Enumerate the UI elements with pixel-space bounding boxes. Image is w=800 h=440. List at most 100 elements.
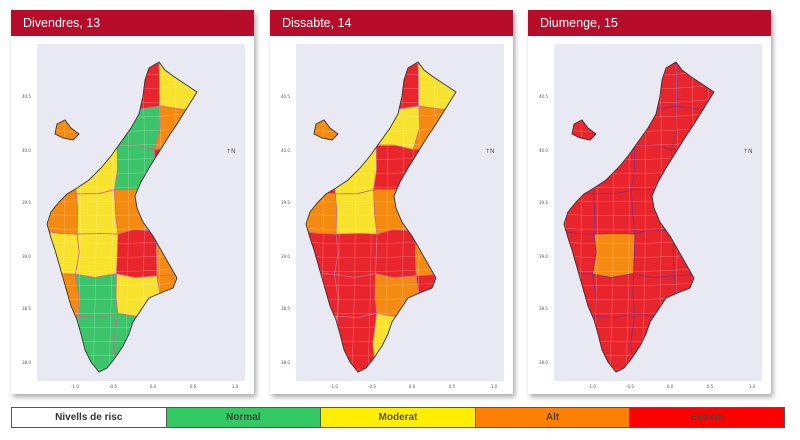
risk-zone — [675, 62, 714, 110]
y-tick-label: 40.5 — [281, 94, 290, 99]
y-tick-label: 39.0 — [22, 254, 31, 259]
risk-zone — [75, 189, 119, 235]
risk-zone — [670, 147, 714, 194]
region-map-sunday — [563, 61, 715, 373]
y-tick-label: 38.5 — [539, 306, 548, 311]
north-arrow-icon: ↑N — [743, 148, 753, 155]
risk-zone — [412, 147, 456, 194]
coast-outline — [563, 61, 715, 373]
y-tick-label: 38.0 — [281, 360, 290, 365]
risk-zone — [76, 101, 120, 147]
risk-zone — [631, 144, 676, 191]
y-tick-label: 38.0 — [539, 360, 548, 365]
risk-zone — [335, 101, 379, 147]
risk-zone — [373, 186, 418, 235]
risk-zone — [113, 312, 158, 372]
x-tick-label: 0.0 — [408, 384, 416, 389]
y-tick-label: 39.0 — [281, 254, 290, 259]
risk-zone — [417, 62, 456, 110]
risk-zone — [306, 62, 338, 106]
panel-title: Dissabte, 14 — [270, 10, 513, 36]
x-tick-label: -0.5 — [368, 384, 376, 389]
risk-zone — [306, 101, 338, 151]
risk-zone — [372, 312, 417, 372]
y-tick-label: 38.5 — [22, 306, 31, 311]
risk-zone — [564, 270, 597, 320]
y-tick-label: 40.0 — [22, 148, 31, 153]
risk-zone — [47, 101, 79, 151]
x-tick-label: -1.0 — [330, 384, 338, 389]
north-arrow-icon: ↑N — [226, 148, 236, 155]
risk-zone — [114, 101, 162, 151]
x-tick-label: 1.0 — [748, 384, 756, 389]
risk-zone — [47, 192, 79, 235]
north-arrow-icon: ↑N — [485, 148, 495, 155]
risk-zone — [155, 230, 197, 277]
risk-zone — [153, 272, 197, 317]
y-tick-label: 38.5 — [281, 306, 290, 311]
risk-zone — [632, 273, 678, 317]
region-map-saturday — [305, 61, 457, 373]
risk-zone — [412, 272, 456, 317]
risk-zone — [153, 147, 197, 194]
map-panel-saturday: Dissabte, 14 40.5 40.0 39.5 39.0 38.5 38.0 -1.… — [270, 10, 513, 394]
risk-zone — [671, 186, 714, 235]
x-tick-label: 0.0 — [666, 384, 674, 389]
legend-title: Nivells de risc — [12, 408, 167, 427]
risk-zone — [630, 312, 675, 372]
x-tick-label: 1.0 — [490, 384, 498, 389]
y-tick-label: 40.5 — [539, 94, 548, 99]
y-tick-label: 39.0 — [539, 254, 548, 259]
risk-zone — [114, 144, 159, 191]
risk-zone — [413, 186, 456, 235]
risk-zone — [631, 101, 679, 151]
x-tick-label: -1.0 — [71, 384, 79, 389]
risk-zone — [564, 143, 596, 195]
risk-zone — [374, 273, 420, 317]
risk-zone — [154, 186, 197, 235]
x-tick-label: -0.5 — [109, 384, 117, 389]
map-plot-area — [296, 44, 504, 381]
y-tick-label: 39.5 — [22, 200, 31, 205]
y-tick-label: 38.0 — [22, 360, 31, 365]
risk-zone — [47, 143, 79, 195]
risk-zone — [47, 314, 79, 372]
risk-zone — [306, 143, 338, 195]
risk-zone — [153, 105, 197, 151]
risk-zone — [564, 314, 596, 372]
risk-zone — [592, 189, 636, 235]
region-map-friday — [46, 61, 198, 373]
risk-zone — [306, 270, 339, 320]
legend-item-moderat: Moderat — [321, 408, 476, 427]
risk-zone — [75, 62, 121, 108]
x-tick-label: 0.5 — [189, 384, 197, 389]
risk-zone — [564, 62, 596, 106]
risk-zone — [375, 229, 417, 279]
map-panel-sunday: Diumenge, 15 40.5 40.0 39.5 39.0 38.5 38.0 -1.… — [528, 10, 771, 394]
x-tick-label: 0.5 — [706, 384, 714, 389]
risk-zone — [334, 62, 380, 108]
y-tick-label: 40.5 — [22, 94, 31, 99]
map-plot-area — [37, 44, 245, 381]
risk-zone — [47, 270, 80, 320]
map-panel-friday: Divendres, 13 40.5 40.0 39.5 39.0 38.5 38.0 -1… — [11, 10, 254, 394]
risk-legend: Nivells de risc Normal Moderat Alt Extre… — [11, 407, 785, 428]
risk-zone — [306, 229, 339, 275]
legend-item-extrem: Extrem — [630, 408, 784, 427]
risk-zone — [306, 314, 338, 372]
legend-item-alt: Alt — [475, 408, 631, 427]
coast-outline — [313, 119, 339, 141]
risk-zone — [564, 192, 596, 235]
y-tick-label: 40.0 — [281, 148, 290, 153]
risk-zone — [152, 312, 197, 372]
risk-zone — [564, 229, 597, 275]
risk-zone — [334, 189, 378, 235]
x-tick-label: -0.5 — [626, 384, 634, 389]
coast-outline — [46, 61, 198, 373]
x-tick-label: 0.0 — [149, 384, 157, 389]
risk-zone — [373, 144, 418, 191]
x-tick-label: -1.0 — [588, 384, 596, 389]
risk-zone — [373, 101, 421, 151]
risk-zone — [115, 273, 161, 317]
panel-title: Diumenge, 15 — [528, 10, 771, 36]
